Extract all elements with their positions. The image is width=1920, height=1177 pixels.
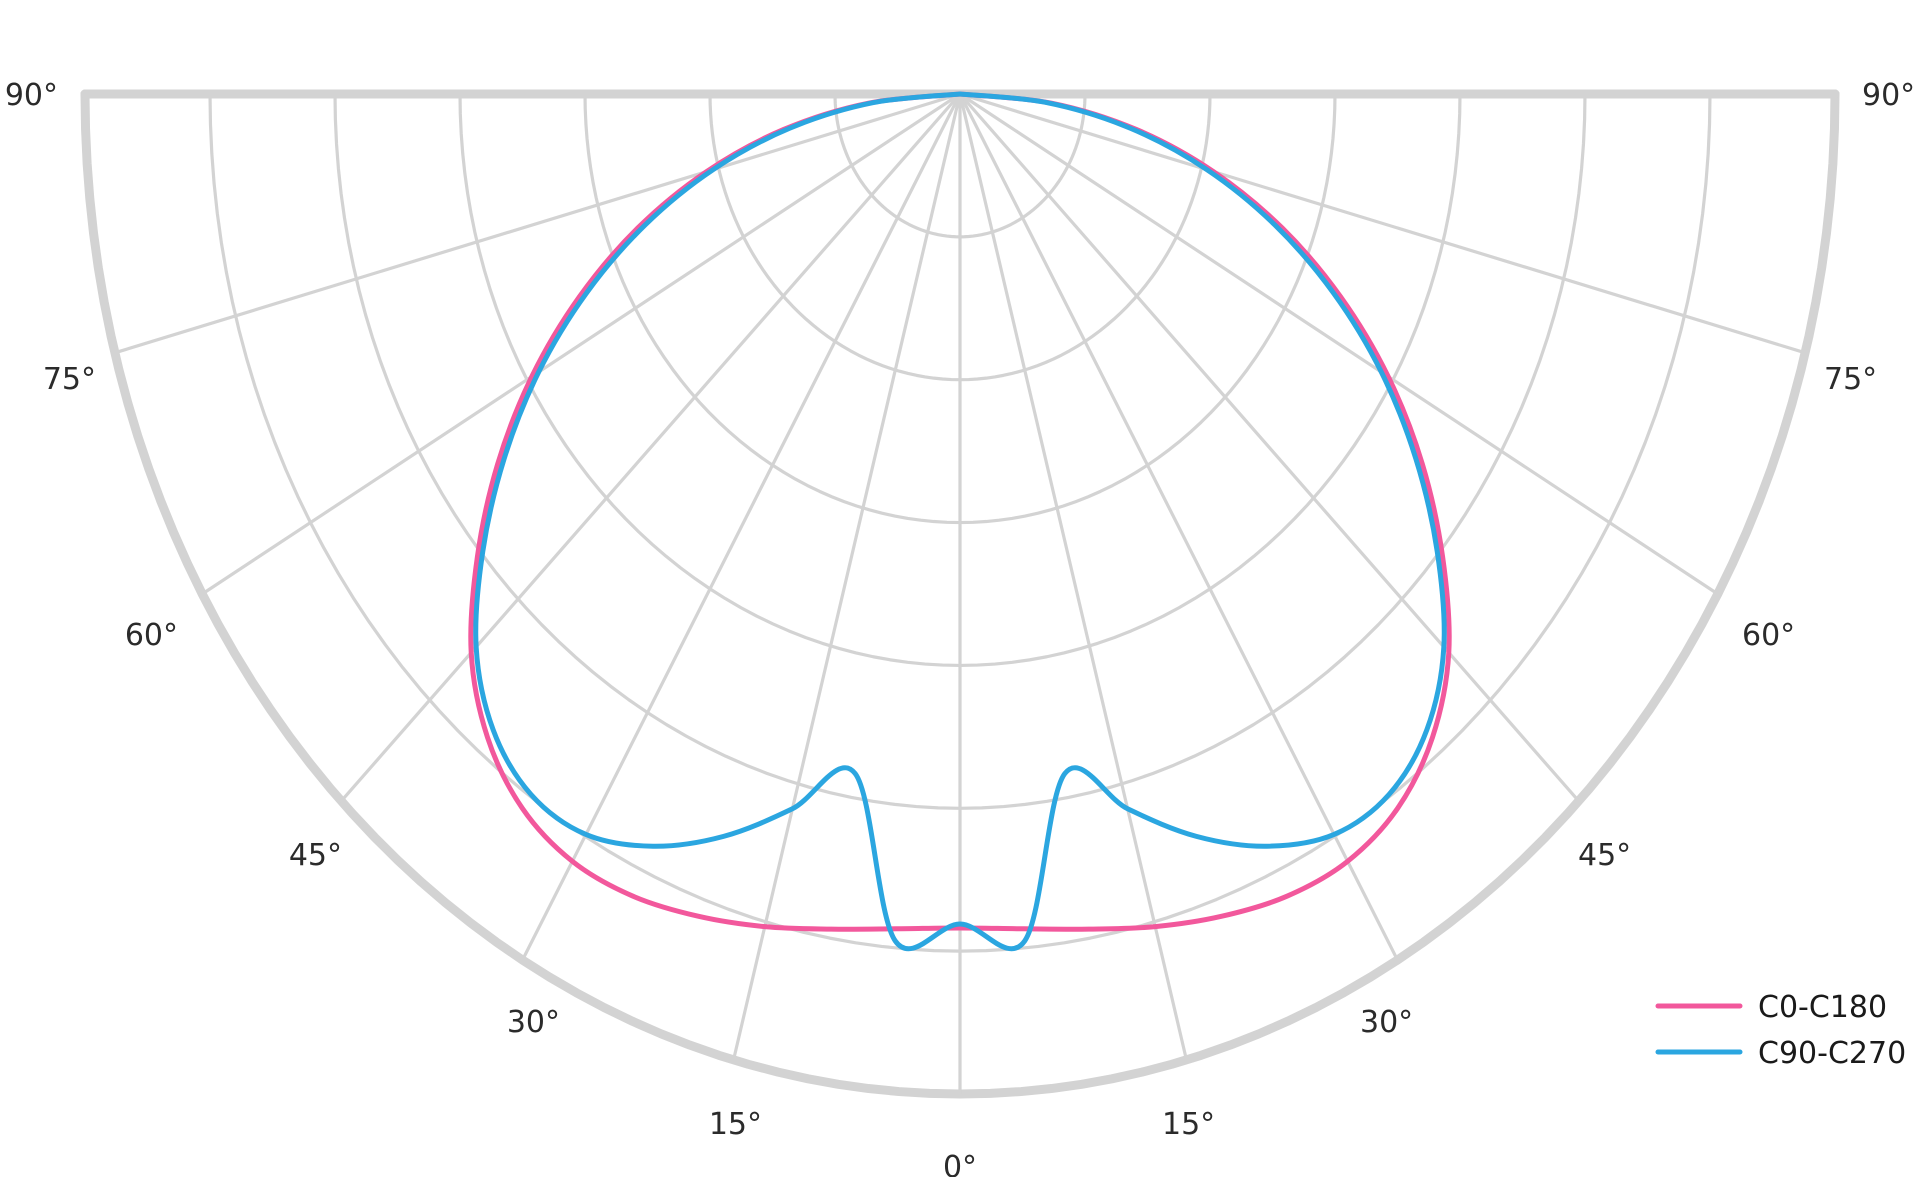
polar-grid-spoke xyxy=(113,92,962,355)
angle-label-right-75: 75° xyxy=(1824,362,1877,397)
angle-label-right-30: 30° xyxy=(1360,1005,1413,1040)
angle-label-right-90: 90° xyxy=(1862,78,1915,113)
legend-item-c0-c180[interactable]: C0-C180 xyxy=(1655,990,1887,1025)
polar-grid-spoke xyxy=(958,92,1189,1062)
legend-item-label: C90-C270 xyxy=(1758,1036,1906,1071)
angle-label-left-15: 15° xyxy=(709,1107,762,1142)
angle-label-left-30: 30° xyxy=(507,1005,560,1040)
angle-label-left-45: 45° xyxy=(289,838,342,873)
angle-label-left-60: 60° xyxy=(125,618,178,653)
polar-grid-spoke xyxy=(200,92,962,596)
polar-grid-spoke xyxy=(520,92,962,962)
polar-grid-spoke xyxy=(958,92,1720,596)
legend-item-label: C0-C180 xyxy=(1758,990,1887,1025)
series-curve xyxy=(473,91,1447,952)
series-curve xyxy=(468,91,1452,932)
polar-grid-spoke xyxy=(958,92,1581,803)
angle-label-right-60: 60° xyxy=(1742,618,1795,653)
angle-label-right-15: 15° xyxy=(1162,1107,1215,1142)
legend-item-c90-c270[interactable]: C90-C270 xyxy=(1655,1036,1906,1071)
polar-grid-spoke xyxy=(731,92,962,1062)
polar-grid-spoke xyxy=(958,92,1400,962)
angle-label-right-45: 45° xyxy=(1578,838,1631,873)
polar-grid-spoke xyxy=(958,92,1807,355)
angle-label-center-0: 0° xyxy=(943,1150,977,1177)
angle-label-left-75: 75° xyxy=(43,362,96,397)
polar-curves xyxy=(468,91,1452,952)
legend: C0-C180 C90-C270 xyxy=(1655,990,1906,1071)
angle-label-left-90: 90° xyxy=(5,78,58,113)
polar-grid xyxy=(80,89,1840,1099)
polar-grid-spoke xyxy=(339,92,962,803)
